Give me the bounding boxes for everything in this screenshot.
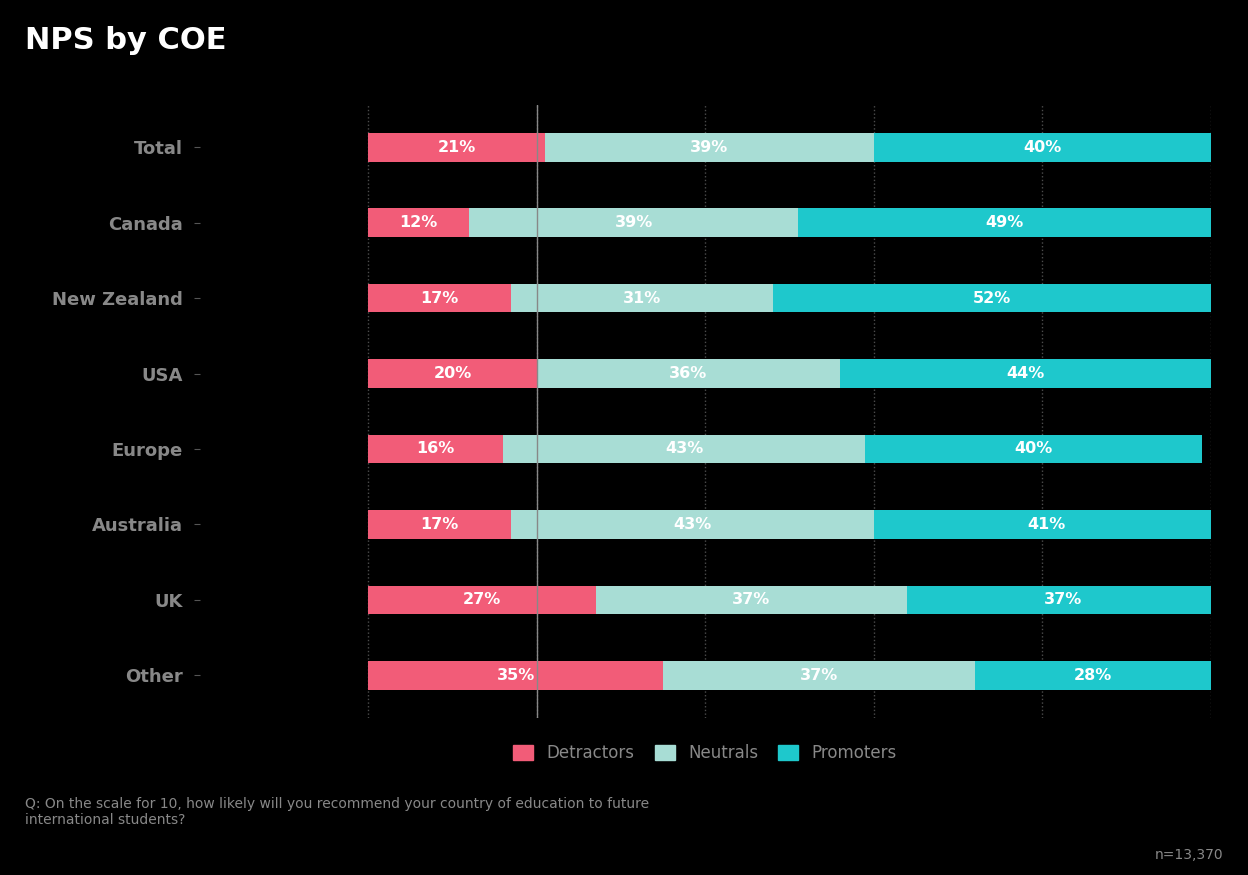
Text: 37%: 37% [800, 668, 837, 682]
Bar [797, 208, 1211, 237]
Bar [773, 284, 1211, 312]
Bar [865, 435, 1202, 463]
Bar [874, 510, 1219, 539]
Text: 35%: 35% [497, 668, 534, 682]
Text: 40%: 40% [1015, 442, 1053, 457]
Text: 21%: 21% [438, 140, 475, 155]
Bar [503, 435, 865, 463]
Text: 52%: 52% [972, 290, 1011, 305]
Bar [874, 133, 1211, 162]
Bar [368, 133, 545, 162]
Bar [368, 661, 663, 690]
Text: Q: On the scale for 10, how likely will you recommend your country of education : Q: On the scale for 10, how likely will … [25, 796, 649, 827]
Bar [512, 510, 874, 539]
Bar [537, 360, 840, 388]
Bar [975, 661, 1211, 690]
Bar [840, 360, 1211, 388]
Text: 41%: 41% [1027, 517, 1066, 532]
Text: 12%: 12% [399, 215, 438, 230]
Text: 36%: 36% [669, 366, 708, 381]
Text: 39%: 39% [690, 140, 729, 155]
Text: 49%: 49% [985, 215, 1023, 230]
Bar [512, 284, 773, 312]
Text: 16%: 16% [417, 442, 454, 457]
Bar [907, 585, 1219, 614]
Text: n=13,370: n=13,370 [1154, 848, 1223, 862]
Text: 20%: 20% [433, 366, 472, 381]
Bar [368, 585, 595, 614]
Bar [368, 510, 512, 539]
Text: 17%: 17% [421, 517, 459, 532]
Bar [663, 661, 975, 690]
Text: NPS by COE: NPS by COE [25, 26, 226, 55]
Text: 43%: 43% [665, 442, 703, 457]
Text: 37%: 37% [733, 592, 770, 607]
Bar [595, 585, 907, 614]
Text: 31%: 31% [623, 290, 661, 305]
Text: 40%: 40% [1023, 140, 1061, 155]
Text: 17%: 17% [421, 290, 459, 305]
Text: 44%: 44% [1006, 366, 1045, 381]
Bar [368, 208, 469, 237]
Text: 27%: 27% [463, 592, 500, 607]
Bar [545, 133, 874, 162]
Text: 39%: 39% [614, 215, 653, 230]
Text: 43%: 43% [674, 517, 711, 532]
Bar [368, 435, 503, 463]
Text: 37%: 37% [1045, 592, 1082, 607]
Bar [368, 360, 537, 388]
Bar [469, 208, 797, 237]
Bar [368, 284, 512, 312]
Text: 28%: 28% [1073, 668, 1112, 682]
Legend: Detractors, Neutrals, Promoters: Detractors, Neutrals, Promoters [505, 736, 905, 770]
